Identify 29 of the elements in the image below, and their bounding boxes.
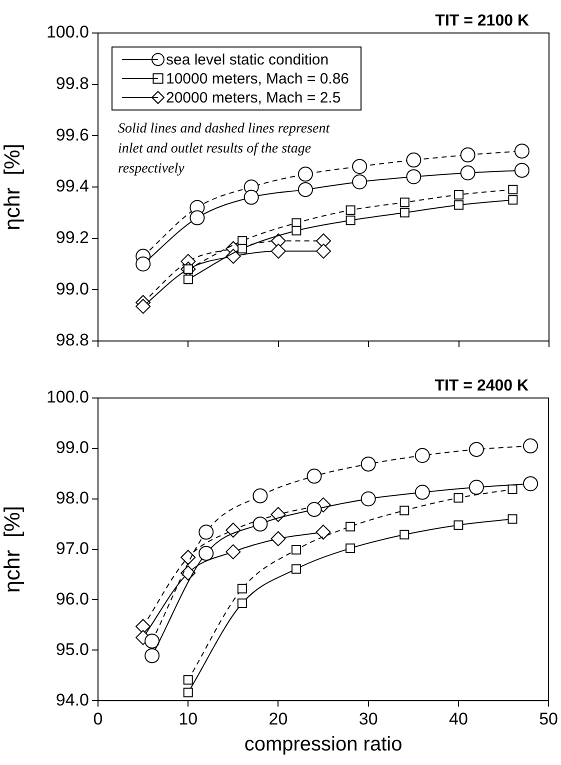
y-tick-label: 99.0	[56, 438, 89, 458]
annotation: Solid lines and dashed lines represent inlet and outlet results of the stage respectively	[118, 122, 331, 177]
y-tick-label: 95.0	[56, 640, 89, 659]
y-axis-title: ηchr [%]	[0, 144, 24, 230]
x-tick-label: 0	[93, 709, 103, 728]
x-tick-label: 30	[358, 709, 378, 728]
y-tick-label: 99.2	[56, 228, 89, 248]
x-tick-label: 10	[178, 709, 198, 728]
y-tick-label: 99.4	[56, 176, 89, 196]
y-tick-label: 99.0	[56, 279, 89, 298]
y-tick-label: 97.0	[56, 538, 89, 558]
chart-title: TIT = 2400 K	[434, 377, 529, 394]
x-axis-title: compression ratio	[244, 734, 402, 756]
legend-label: sea level static condition	[166, 52, 329, 69]
y-tick-label: 99.8	[56, 74, 89, 94]
y-tick-label: 94.0	[56, 690, 89, 710]
y-axis-title: ηchr [%]	[0, 506, 24, 593]
x-tick-label: 50	[539, 709, 558, 728]
y-tick-label: 98.0	[56, 488, 89, 508]
y-tick-label: 100.0	[46, 388, 89, 407]
chart-title: TIT = 2100 K	[435, 12, 530, 30]
y-tick-label: 99.6	[56, 125, 89, 144]
legend-label: 20000 meters, Mach = 2.5	[166, 90, 341, 107]
y-tick-label: 98.8	[56, 330, 89, 350]
legend-label: 10000 meters, Mach = 0.86	[166, 70, 350, 88]
y-tick-label: 96.0	[56, 589, 89, 608]
x-tick-label: 40	[448, 709, 468, 728]
y-tick-label: 100.0	[46, 22, 89, 42]
x-tick-label: 20	[268, 709, 288, 728]
